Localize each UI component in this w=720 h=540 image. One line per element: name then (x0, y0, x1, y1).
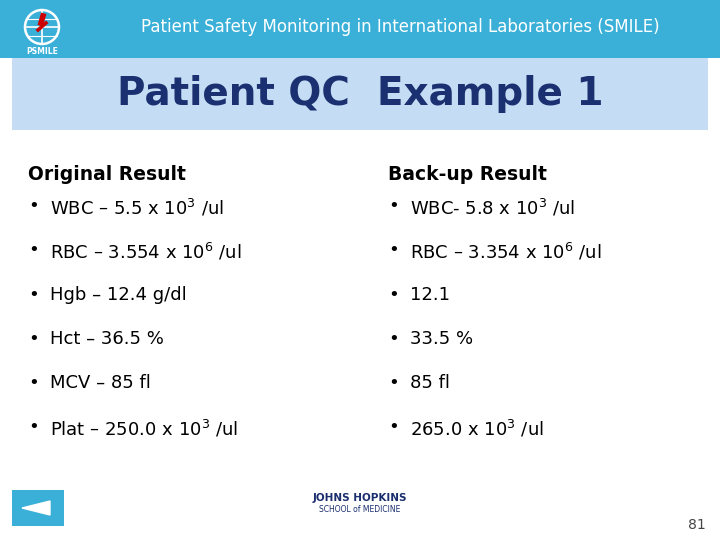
Text: Plat – 250.0 x 10$^3$ /ul: Plat – 250.0 x 10$^3$ /ul (50, 418, 238, 440)
Text: •: • (388, 374, 399, 392)
Text: 265.0 x 10$^3$ /ul: 265.0 x 10$^3$ /ul (410, 418, 544, 440)
Bar (0, 0, 720, 58)
Text: WBC- 5.8 x 10$^3$ /ul: WBC- 5.8 x 10$^3$ /ul (410, 197, 575, 218)
Text: 81: 81 (688, 518, 706, 532)
Text: PSMILE: PSMILE (26, 47, 58, 56)
Polygon shape (22, 501, 50, 515)
Text: RBC – 3.354 x 10$^6$ /ul: RBC – 3.354 x 10$^6$ /ul (410, 241, 602, 262)
Text: RBC – 3.554 x 10$^6$ /ul: RBC – 3.554 x 10$^6$ /ul (50, 241, 242, 262)
Text: •: • (28, 197, 39, 215)
Text: •: • (28, 374, 39, 392)
Text: •: • (388, 286, 399, 303)
Text: WBC – 5.5 x 10$^3$ /ul: WBC – 5.5 x 10$^3$ /ul (50, 197, 224, 218)
Text: •: • (28, 330, 39, 348)
Text: JOHNS HOPKINS: JOHNS HOPKINS (312, 493, 408, 503)
Text: Hgb – 12.4 g/dl: Hgb – 12.4 g/dl (50, 286, 186, 303)
Text: 33.5 %: 33.5 % (410, 330, 473, 348)
Text: 85 fl: 85 fl (410, 374, 450, 392)
Text: Patient QC  Example 1: Patient QC Example 1 (117, 75, 603, 113)
Bar (12, 490, 64, 526)
Text: •: • (28, 286, 39, 303)
Text: Patient Safety Monitoring in International Laboratories (SMILE): Patient Safety Monitoring in Internation… (140, 18, 660, 36)
Text: •: • (28, 241, 39, 259)
Text: Back-up Result: Back-up Result (388, 165, 547, 184)
Text: 12.1: 12.1 (410, 286, 450, 303)
Text: MCV – 85 fl: MCV – 85 fl (50, 374, 151, 392)
Text: •: • (28, 418, 39, 436)
Text: SCHOOL of MEDICINE: SCHOOL of MEDICINE (319, 504, 401, 514)
Text: Original Result: Original Result (28, 165, 186, 184)
Bar (12, 58, 708, 130)
Text: •: • (388, 418, 399, 436)
Text: •: • (388, 330, 399, 348)
Text: •: • (388, 197, 399, 215)
Text: Hct – 36.5 %: Hct – 36.5 % (50, 330, 164, 348)
Text: •: • (388, 241, 399, 259)
